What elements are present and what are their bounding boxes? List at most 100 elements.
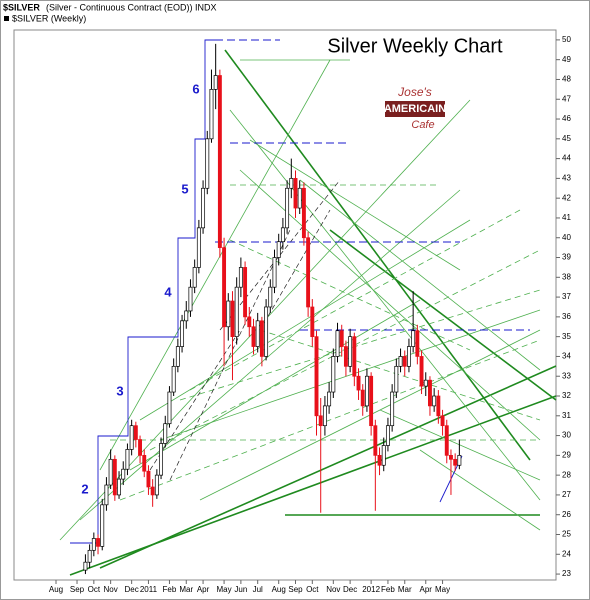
x-tick-label: Apr bbox=[420, 585, 433, 594]
candle-body bbox=[159, 443, 164, 476]
candle-body bbox=[268, 286, 273, 308]
candle-body bbox=[285, 187, 290, 229]
candle-body bbox=[293, 178, 298, 209]
candle-body bbox=[83, 561, 88, 571]
candle-body bbox=[322, 405, 327, 427]
chart-title: Silver Weekly Chart bbox=[327, 35, 503, 57]
y-tick-label: 40 bbox=[562, 233, 571, 242]
trend-line bbox=[139, 219, 471, 421]
candle-body bbox=[142, 455, 147, 472]
candle-body bbox=[411, 330, 416, 347]
trend-line bbox=[169, 229, 291, 481]
candle-body bbox=[125, 449, 130, 470]
candle-body bbox=[188, 286, 193, 312]
x-tick-label: Aug bbox=[49, 585, 63, 594]
candle-body bbox=[352, 336, 357, 377]
candle-body bbox=[167, 391, 172, 425]
candle-body bbox=[154, 474, 159, 496]
trend-line bbox=[379, 409, 541, 481]
candle-body bbox=[390, 391, 395, 427]
y-tick-label: 26 bbox=[562, 510, 571, 519]
candle-body bbox=[129, 425, 134, 450]
candle-body bbox=[196, 227, 201, 268]
candle-body bbox=[184, 310, 189, 322]
x-tick-label: Apr bbox=[197, 585, 210, 594]
y-tick-label: 37 bbox=[562, 292, 571, 301]
trend-line bbox=[419, 449, 541, 531]
x-tick-label: Feb bbox=[163, 585, 177, 594]
y-tick-label: 43 bbox=[562, 173, 571, 182]
candle-body bbox=[335, 330, 340, 357]
candle-body bbox=[444, 425, 449, 456]
candle-body bbox=[87, 549, 92, 563]
candle-body bbox=[138, 439, 142, 456]
candle-body bbox=[419, 356, 424, 387]
candle-body bbox=[310, 306, 315, 338]
wave-label: 5 bbox=[181, 181, 188, 196]
trend-line bbox=[99, 365, 557, 569]
legend-swatch bbox=[4, 16, 9, 21]
trend-line bbox=[224, 49, 531, 461]
logo-line: AMERICAIN bbox=[384, 103, 446, 115]
wave-label: 3 bbox=[116, 383, 123, 398]
candle-body bbox=[406, 346, 411, 367]
wave-label: 4 bbox=[164, 284, 172, 299]
x-tick-label: 2012 bbox=[362, 585, 380, 594]
candle-body bbox=[150, 486, 155, 496]
candle-body bbox=[213, 75, 218, 90]
x-tick-label: Sep bbox=[70, 585, 85, 594]
candle-body bbox=[259, 320, 264, 357]
trend-line bbox=[229, 109, 541, 501]
candle-body bbox=[171, 365, 176, 393]
trend-line bbox=[259, 329, 541, 421]
trend-line bbox=[99, 59, 331, 471]
x-tick-label: Jun bbox=[234, 585, 247, 594]
candle-body bbox=[432, 395, 437, 407]
candle-body bbox=[327, 391, 332, 407]
candle-body bbox=[217, 75, 222, 248]
candle-body bbox=[117, 478, 121, 496]
trend-line bbox=[239, 169, 541, 441]
y-tick-label: 25 bbox=[562, 530, 571, 539]
y-tick-label: 27 bbox=[562, 490, 571, 499]
candle-body bbox=[238, 267, 243, 288]
candle-body bbox=[453, 458, 458, 466]
candle-body bbox=[180, 320, 185, 347]
y-tick-label: 30 bbox=[562, 431, 571, 440]
x-tick-label: 2011 bbox=[140, 585, 158, 594]
candle-body bbox=[112, 458, 117, 496]
candle-body bbox=[201, 187, 206, 229]
trend-line bbox=[149, 249, 541, 451]
candle-body bbox=[280, 227, 285, 243]
candle-body bbox=[100, 504, 105, 547]
x-tick-label: Oct bbox=[306, 585, 319, 594]
candle-body bbox=[289, 178, 294, 189]
trend-line bbox=[179, 289, 541, 401]
trend-line bbox=[129, 299, 421, 471]
candle-body bbox=[339, 330, 344, 347]
plot-area bbox=[13, 29, 557, 581]
candle-body bbox=[314, 336, 319, 417]
candle-body bbox=[343, 346, 348, 367]
candle-body bbox=[247, 316, 252, 328]
trend-line bbox=[119, 339, 541, 501]
x-tick-label: Dec bbox=[343, 585, 357, 594]
x-tick-label: Dec bbox=[125, 585, 139, 594]
candle-body bbox=[457, 455, 462, 466]
candle-body bbox=[356, 375, 361, 391]
candle-body bbox=[436, 395, 441, 417]
candle-body bbox=[96, 538, 100, 547]
x-tick-label: Nov bbox=[104, 585, 118, 594]
candle-body bbox=[449, 455, 453, 460]
trend-line bbox=[329, 229, 557, 401]
candle-body bbox=[348, 336, 353, 367]
candle-body bbox=[205, 138, 210, 189]
candle-body bbox=[364, 375, 369, 407]
y-tick-label: 24 bbox=[562, 549, 571, 558]
y-tick-label: 42 bbox=[562, 193, 571, 202]
x-tick-label: Sep bbox=[288, 585, 303, 594]
y-tick-label: 46 bbox=[562, 114, 571, 123]
trend-line bbox=[249, 139, 461, 271]
